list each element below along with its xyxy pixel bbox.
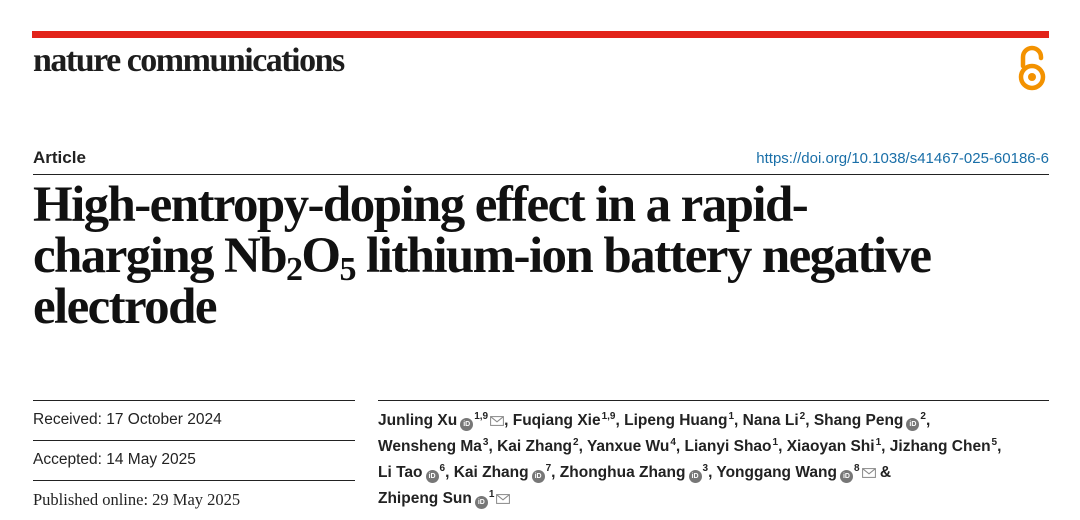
affiliation-number: 4 xyxy=(670,437,676,448)
author-name: Zhonghua Zhang xyxy=(559,464,686,481)
author-separator: , xyxy=(504,412,513,429)
orcid-icon[interactable]: iD xyxy=(425,470,439,483)
affiliation-number: 1 xyxy=(488,489,495,500)
author-separator: , xyxy=(488,438,498,455)
author[interactable]: Zhipeng Sun iD1 xyxy=(378,489,511,509)
affiliation-number: 2 xyxy=(799,411,806,422)
author[interactable]: Junling Xu iD1,9 xyxy=(378,411,505,431)
author-name: Li Tao xyxy=(378,464,423,481)
affiliation-number: 1,9 xyxy=(601,411,616,422)
author[interactable]: Li Tao iD6 xyxy=(378,463,446,483)
author[interactable]: Shang Peng iD2 xyxy=(813,411,926,431)
affiliation-number: 5 xyxy=(991,437,998,448)
affiliation-number: 2 xyxy=(920,411,926,422)
author-name: Shang Peng xyxy=(813,412,904,429)
doi-link[interactable]: https://doi.org/10.1038/s41467-025-60186… xyxy=(756,150,1049,167)
author-name: Yonggang Wang xyxy=(716,464,837,481)
orcid-icon[interactable]: iD xyxy=(531,470,545,483)
author-name: Jizhang Chen xyxy=(889,438,991,455)
author-separator: , xyxy=(551,464,560,481)
author-separator: , xyxy=(615,412,625,429)
email-icon[interactable] xyxy=(861,468,876,478)
author-separator: , xyxy=(675,438,685,455)
author-list: Junling Xu iD1,9, Fuqiang Xie1,9, Lipeng … xyxy=(378,408,1058,512)
author[interactable]: Xiaoyan Shi1 xyxy=(786,437,882,456)
author-separator: , xyxy=(734,412,743,429)
author-name: Wensheng Ma xyxy=(378,438,482,455)
author-name: Xiaoyan Shi xyxy=(786,438,875,455)
email-icon[interactable] xyxy=(496,494,511,504)
top-accent-bar xyxy=(32,31,1049,38)
author-name: Kai Zhang xyxy=(453,464,529,481)
open-access-icon xyxy=(1018,45,1046,91)
author-separator: , xyxy=(805,412,814,429)
published-date: Published online: 29 May 2025 xyxy=(33,490,241,509)
author-separator: & xyxy=(875,464,892,481)
author-separator: , xyxy=(778,438,787,455)
affiliation-number: 2 xyxy=(573,437,579,448)
affiliation-number: 1 xyxy=(875,437,882,448)
published-date-row: Published online: 29 May 2025 xyxy=(33,480,355,520)
accepted-date: Accepted: 14 May 2025 xyxy=(33,451,196,468)
author[interactable]: Zhonghua Zhang iD3 xyxy=(559,463,709,483)
accepted-date-row: Accepted: 14 May 2025 xyxy=(33,440,355,480)
journal-name: nature communications xyxy=(33,42,345,79)
author-name: Junling Xu xyxy=(378,412,458,429)
author[interactable]: Lianyi Shao1 xyxy=(684,437,779,456)
affiliation-number: 7 xyxy=(545,463,552,474)
author[interactable]: Yanxue Wu4 xyxy=(586,437,676,456)
author-name: Nana Li xyxy=(742,412,799,429)
affiliation-number: 3 xyxy=(702,463,709,474)
author-separator: , xyxy=(997,438,1002,455)
email-icon[interactable] xyxy=(490,416,505,426)
author[interactable]: Yonggang Wang iD8 xyxy=(716,463,876,483)
author[interactable]: Kai Zhang2 xyxy=(497,437,579,456)
author-name: Lianyi Shao xyxy=(684,438,772,455)
orcid-icon[interactable]: iD xyxy=(474,496,488,509)
authors-divider xyxy=(378,400,1049,401)
author[interactable]: Nana Li2 xyxy=(742,411,806,430)
author-separator: , xyxy=(708,464,717,481)
author-name: Kai Zhang xyxy=(497,438,573,455)
author-name: Zhipeng Sun xyxy=(378,490,472,507)
author-separator: , xyxy=(881,438,890,455)
orcid-icon[interactable]: iD xyxy=(839,470,853,483)
author[interactable]: Wensheng Ma3 xyxy=(378,437,489,456)
author-name: Lipeng Huang xyxy=(624,412,728,429)
author[interactable]: Jizhang Chen5 xyxy=(889,437,998,456)
received-date: Received: 17 October 2024 xyxy=(33,411,222,428)
author-separator: , xyxy=(578,438,587,455)
affiliation-number: 1 xyxy=(728,411,735,422)
orcid-icon[interactable]: iD xyxy=(460,418,474,431)
affiliation-number: 8 xyxy=(853,463,860,474)
author[interactable]: Fuqiang Xie1,9 xyxy=(512,411,616,430)
received-date-row: Received: 17 October 2024 xyxy=(33,400,355,440)
author-name: Yanxue Wu xyxy=(586,438,670,455)
article-type: Article xyxy=(33,148,86,167)
affiliation-number: 1 xyxy=(772,437,779,448)
affiliation-number: 1,9 xyxy=(474,411,489,422)
author-separator: , xyxy=(445,464,454,481)
affiliation-number: 3 xyxy=(482,437,489,448)
author-separator: , xyxy=(925,412,931,429)
orcid-icon[interactable]: iD xyxy=(906,418,920,431)
affiliation-number: 6 xyxy=(439,463,446,474)
orcid-icon[interactable]: iD xyxy=(688,470,702,483)
author[interactable]: Kai Zhang iD7 xyxy=(453,463,552,483)
author-name: Fuqiang Xie xyxy=(512,412,601,429)
article-title: High-entropy-doping effect in a rapid-ch… xyxy=(33,177,932,335)
author[interactable]: Lipeng Huang1 xyxy=(624,411,735,430)
header-divider xyxy=(33,174,1049,175)
publication-dates: Received: 17 October 2024 Accepted: 14 M… xyxy=(33,400,355,520)
